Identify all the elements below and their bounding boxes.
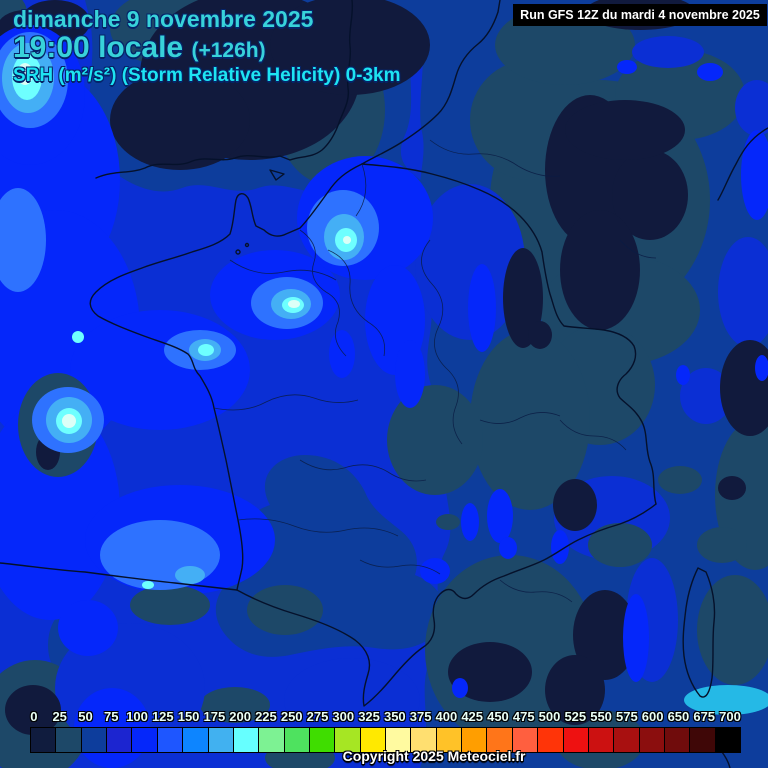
legend-color-box [233,728,260,752]
legend-color-box [157,728,184,752]
legend-color-box [436,728,463,752]
legend-tick-label: 325 [358,709,380,724]
legend-tick-label: 650 [667,709,690,724]
legend-color-box [259,728,285,752]
time-row: 19:00 locale (+126h) [13,33,266,63]
legend-tick-label: 400 [435,709,458,724]
forecast-offset-label: (+126h) [191,39,266,62]
legend-tick-label: 125 [151,709,174,724]
legend-color-box [690,728,716,752]
legend-tick-label: 700 [719,709,741,724]
legend-tick-label: 225 [255,709,277,724]
legend-tick-label: 350 [383,709,406,724]
border-layer [213,139,657,603]
legend-tick-label: 500 [538,709,561,724]
legend-tick-label: 375 [409,709,432,724]
time-label: 19:00 locale [13,31,184,64]
legend-tick-label: 550 [590,709,612,724]
date-label: dimanche 9 novembre 2025 [13,6,314,32]
legend-color-box [132,728,158,752]
legend-tick-label: 150 [177,709,200,724]
legend-tick-label: 75 [104,709,119,724]
legend-color-box [360,728,387,752]
legend-tick-label: 675 [693,709,716,724]
legend-tick-label: 525 [564,709,587,724]
parameter-label: SRH (m²/s²) (Storm Relative Helicity) 0-… [13,65,401,86]
legend-tick-label: 600 [641,709,664,724]
legend-color-box [639,728,665,752]
legend-color-box [309,728,336,752]
legend-tick-label: 25 [52,709,67,724]
legend-tick-label: 575 [616,709,638,724]
legend-tick-label: 450 [487,709,509,724]
legend-color-box [588,728,615,752]
legend-color-box [512,728,539,752]
legend-tick-label: 250 [280,709,303,724]
legend-color-box [614,728,640,752]
legend-tick-label: 175 [203,709,226,724]
map-region-cyan [12,54,357,589]
run-info-label: Run GFS 12Z du mardi 4 novembre 2025 [520,8,760,22]
legend-color-box [411,728,437,752]
legend-color-box [81,728,108,752]
map-teal-band [684,685,768,715]
legend-boxes [30,727,741,753]
legend-color-box [563,728,589,752]
legend-tick-labels: 0 25 50 75 100 125 150 175 200 225 250 275 300 325 350… [21,709,743,725]
legend-color-box [183,728,209,752]
map-region-pale [17,63,351,428]
legend-color-box [284,728,310,752]
copyright-label: Copyright 2025 Meteociel.fr [342,748,526,764]
legend-color-box [107,728,133,752]
legend-color-box [715,728,741,752]
legend-tick-label: 50 [78,709,93,724]
legend-tick-label: 425 [461,709,484,724]
legend-color-box [538,728,564,752]
legend-color-box [462,728,488,752]
legend-color-box [208,728,234,752]
legend-tick-label: 475 [512,709,535,724]
legend-tick-label: 275 [306,709,329,724]
legend-tick-label: 200 [229,709,251,724]
legend-tick-label: 0 [30,709,38,724]
legend-color-box [386,728,412,752]
legend-color-box [335,728,361,752]
legend-tick-label: 100 [126,709,148,724]
run-info-badge: Run GFS 12Z du mardi 4 novembre 2025 [513,4,767,26]
legend-color-box [664,728,691,752]
legend-color-box [31,728,57,752]
map-region-dark [0,0,768,735]
legend-color-box [487,728,513,752]
legend-tick-label: 300 [332,709,355,724]
legend-color-box [56,728,82,752]
